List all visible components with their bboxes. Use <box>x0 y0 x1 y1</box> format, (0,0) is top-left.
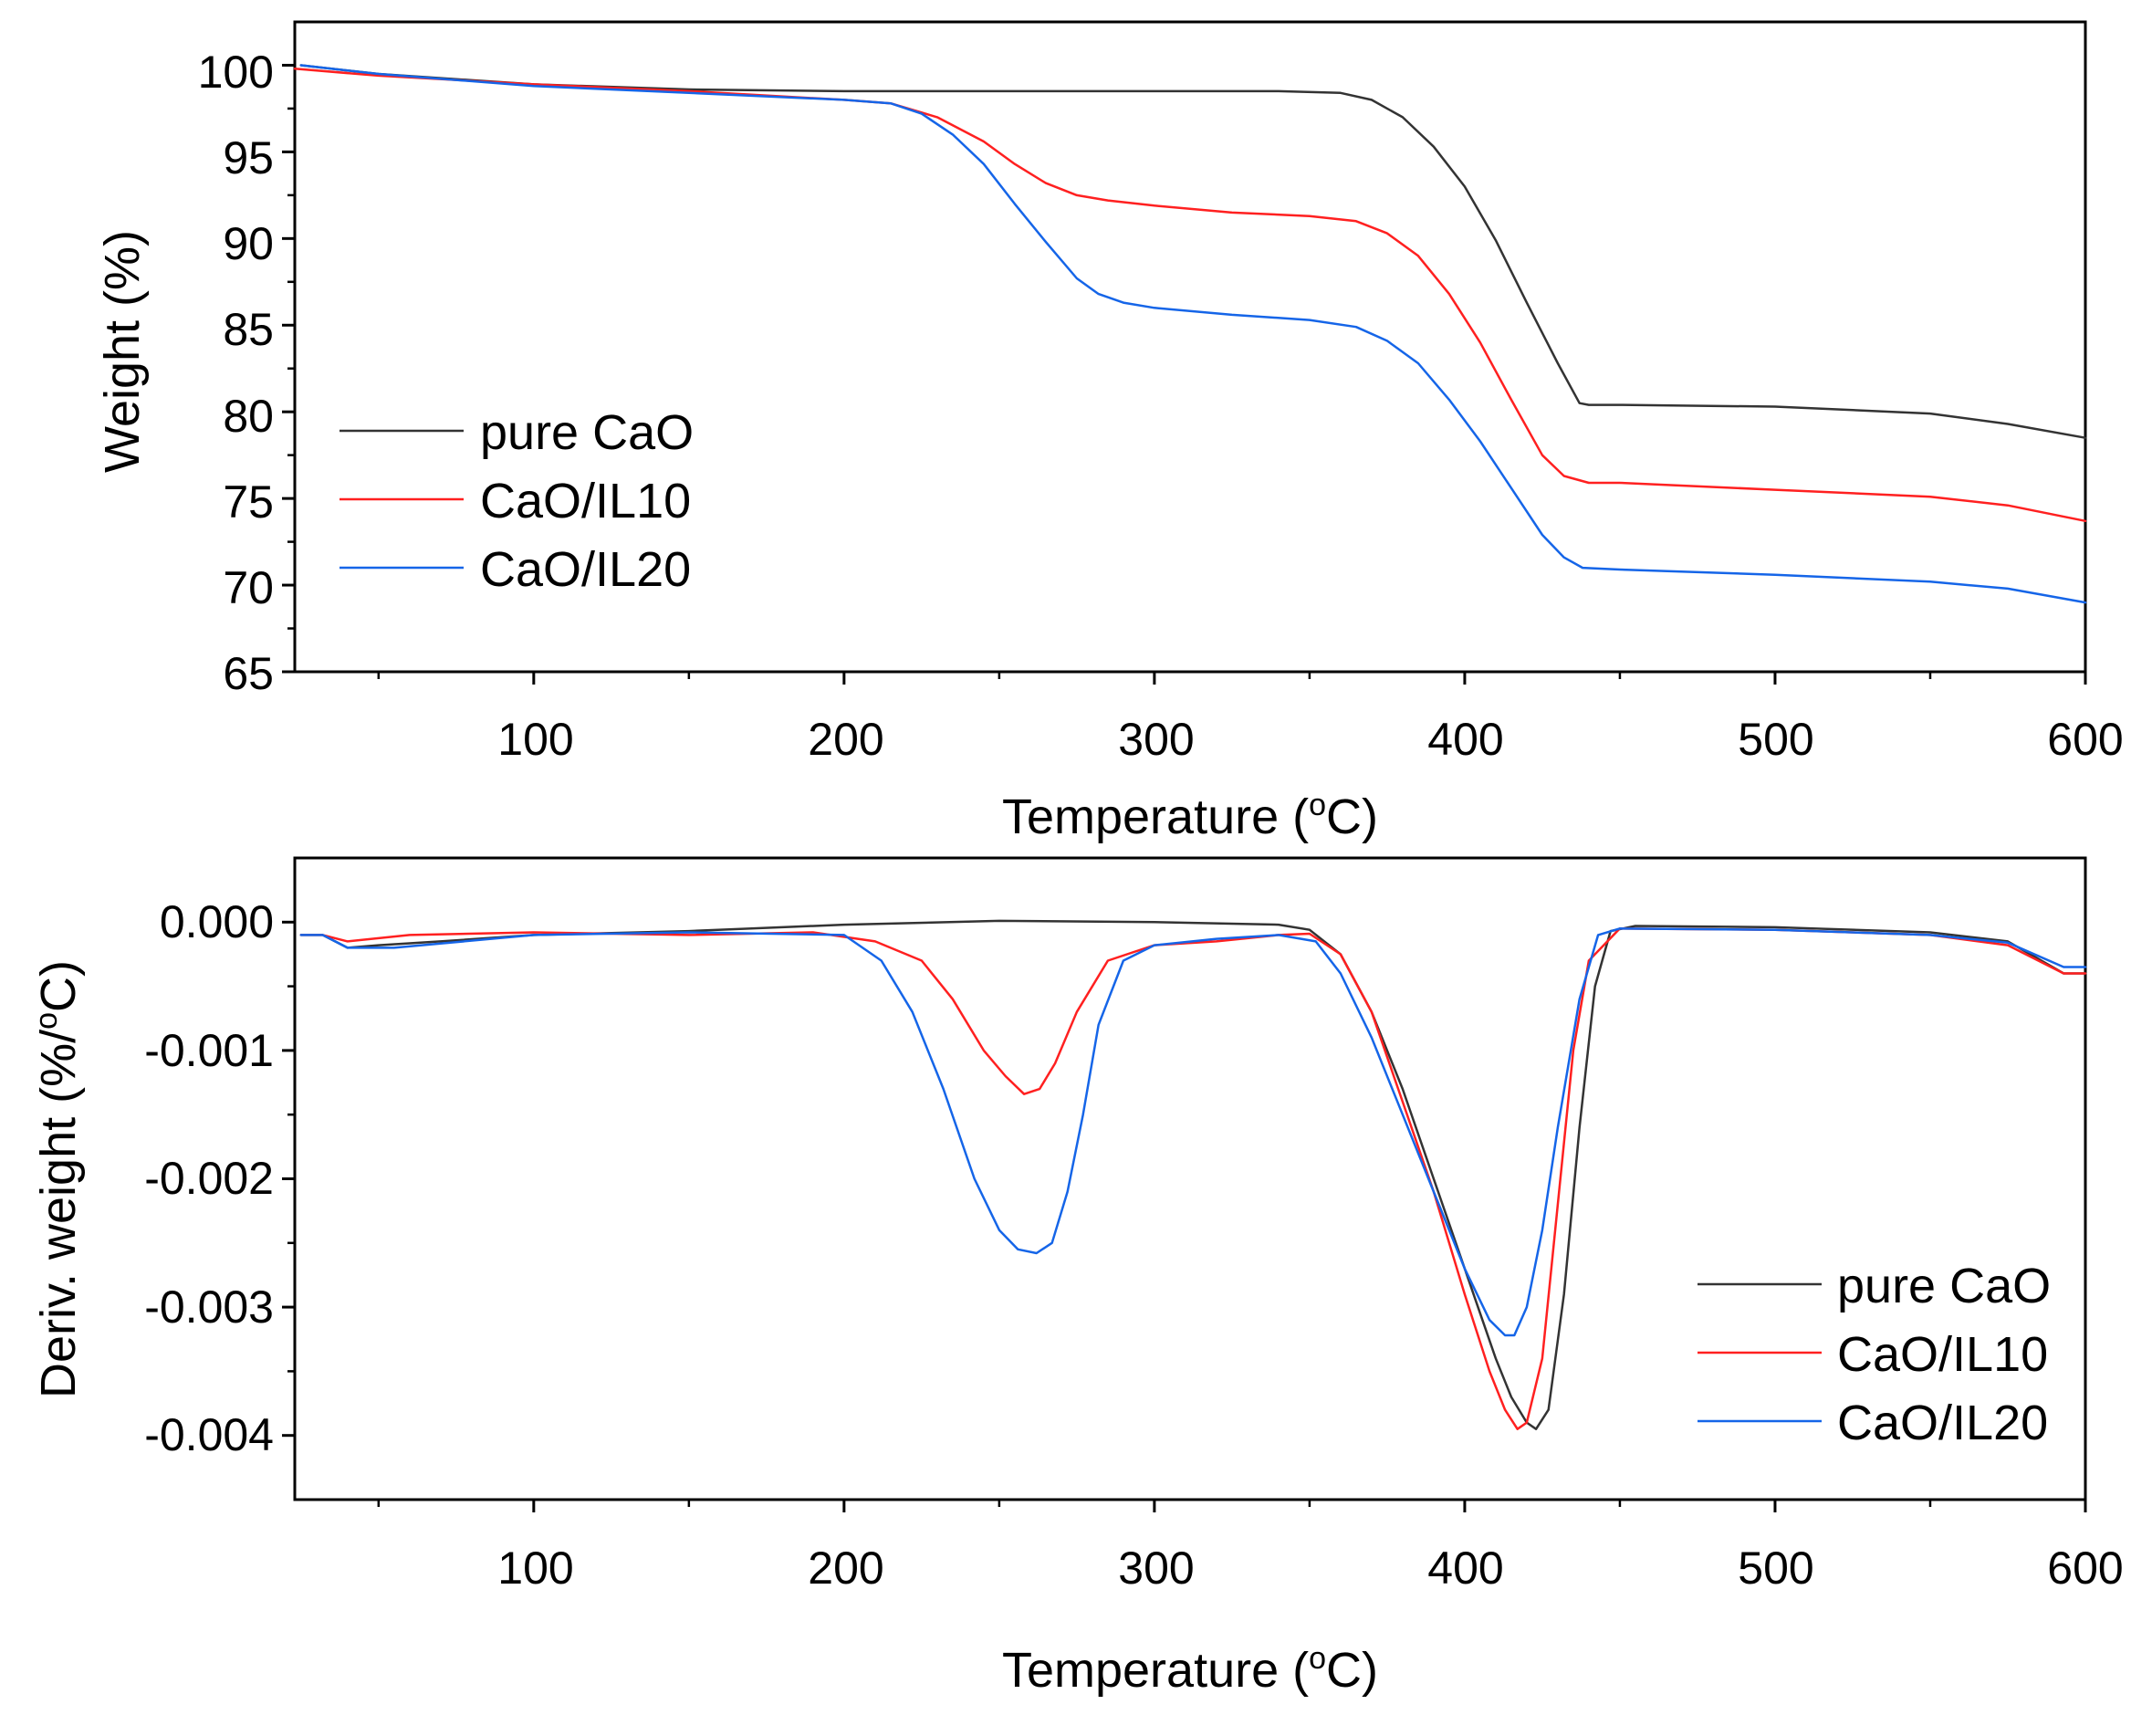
y-tick-label: 0.000 <box>160 896 274 947</box>
x-tick-label: 500 <box>1738 1543 1813 1594</box>
weight-legend: pure CaO CaO/IL10 CaO/IL20 <box>340 405 694 597</box>
y-tick-label: 80 <box>223 391 274 442</box>
y-tick-label: 95 <box>223 132 274 183</box>
derivative-axis-ticks <box>282 920 2087 1512</box>
legend-label-cao-il10: CaO/IL10 <box>1837 1327 2048 1382</box>
y-tick-label: 70 <box>223 562 274 613</box>
y-tick-label: -0.004 <box>144 1409 274 1460</box>
y-tick-label: 100 <box>198 47 274 98</box>
weight-y-axis-title: Weight (%) <box>95 230 150 473</box>
x-tick-label: 600 <box>2047 1543 2123 1594</box>
legend-label-cao-il20: CaO/IL20 <box>1837 1396 2048 1450</box>
derivative-series-cao-il10 <box>299 927 2087 1430</box>
derivative-x-tick-labels: 100 200 300 400 500 600 <box>497 1543 2123 1594</box>
y-tick-label: 75 <box>223 476 274 528</box>
x-tick-label: 300 <box>1118 714 1194 765</box>
legend-label-cao-il20: CaO/IL20 <box>480 542 691 597</box>
weight-panel: 100 95 90 85 80 75 70 65 100 200 300 400… <box>95 20 2124 844</box>
x-tick-label: 600 <box>2047 714 2123 765</box>
weight-plot-frame <box>293 20 2087 674</box>
x-tick-label: 200 <box>808 714 883 765</box>
weight-series-cao-il20 <box>299 64 2087 604</box>
derivative-panel: 0.000 -0.001 -0.002 -0.003 -0.004 100 20… <box>29 856 2124 1698</box>
weight-x-axis-title: Temperature (oC) <box>1002 788 1378 844</box>
y-tick-label: -0.001 <box>144 1025 274 1076</box>
derivative-plot-frame <box>293 856 2087 1501</box>
derivative-y-tick-labels: 0.000 -0.001 -0.002 -0.003 -0.004 <box>144 896 274 1460</box>
y-tick-label: -0.003 <box>144 1281 274 1333</box>
x-tick-label: 300 <box>1118 1543 1194 1594</box>
x-tick-label: 100 <box>497 1543 573 1594</box>
weight-axis-ticks <box>282 63 2087 685</box>
y-tick-label: -0.002 <box>144 1153 274 1204</box>
x-tick-label: 500 <box>1738 714 1813 765</box>
weight-series-group <box>293 64 2087 604</box>
derivative-x-axis-title: Temperature (oC) <box>1002 1641 1378 1698</box>
x-tick-label: 200 <box>808 1543 883 1594</box>
x-tick-label: 100 <box>497 714 573 765</box>
y-tick-label: 85 <box>223 304 274 355</box>
weight-x-tick-labels: 100 200 300 400 500 600 <box>497 714 2123 765</box>
weight-series-pure-cao <box>299 64 2087 439</box>
derivative-series-cao-il20 <box>299 927 2087 1337</box>
y-tick-label: 65 <box>223 648 274 699</box>
legend-label-pure-cao: pure CaO <box>1837 1259 2051 1313</box>
legend-label-pure-cao: pure CaO <box>480 405 694 460</box>
derivative-series-group <box>299 919 2087 1430</box>
y-tick-label: 90 <box>223 218 274 269</box>
x-tick-label: 400 <box>1427 714 1503 765</box>
legend-label-cao-il10: CaO/IL10 <box>480 474 691 528</box>
x-tick-label: 400 <box>1427 1543 1503 1594</box>
derivative-legend: pure CaO CaO/IL10 CaO/IL20 <box>1698 1259 2051 1450</box>
weight-y-tick-labels: 100 95 90 85 80 75 70 65 <box>198 47 274 699</box>
derivative-y-axis-title: Deriv. weight (%/oC) <box>29 960 86 1398</box>
